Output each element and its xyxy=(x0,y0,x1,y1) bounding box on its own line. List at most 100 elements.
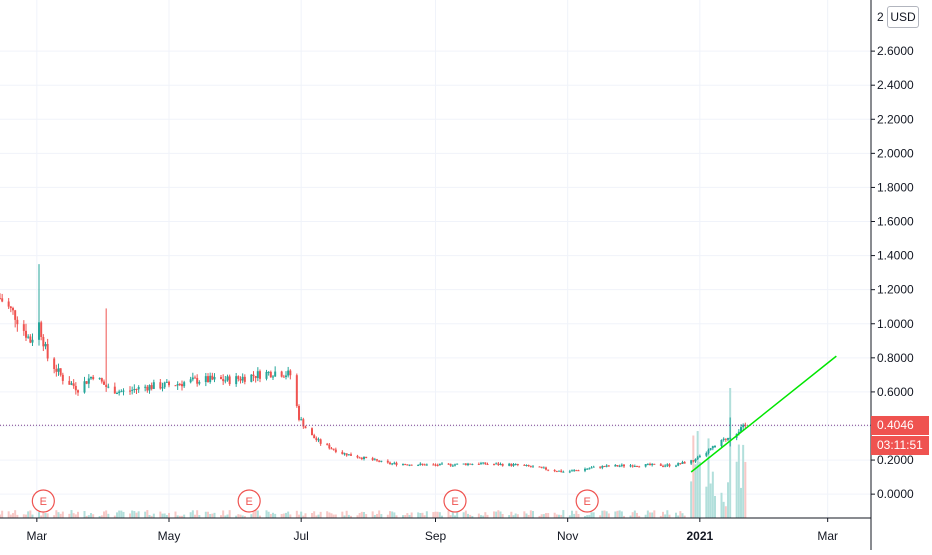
candle-body xyxy=(122,390,125,392)
volume-bar xyxy=(495,511,498,518)
candle-body xyxy=(159,382,162,389)
candle-body xyxy=(178,384,181,386)
volume-bar xyxy=(467,513,469,518)
volume-bar xyxy=(92,514,95,518)
candle-body xyxy=(120,391,123,393)
candle-body xyxy=(694,459,697,462)
volume-bar xyxy=(334,514,337,518)
y-tick-label: 0.8000 xyxy=(877,351,914,365)
volume-bar xyxy=(256,510,259,518)
volume-bar xyxy=(313,511,316,518)
candle-body xyxy=(189,379,192,383)
volume-bar xyxy=(25,514,27,518)
volume-bar xyxy=(70,510,73,518)
candle-body xyxy=(737,431,740,434)
candle-body xyxy=(131,389,134,391)
volume-bar xyxy=(558,514,560,518)
volume-bar xyxy=(87,515,90,518)
candle-body xyxy=(592,466,595,468)
volume-bar xyxy=(666,510,669,518)
volume-bar xyxy=(623,515,625,518)
volume-bar xyxy=(391,511,394,518)
volume-bar xyxy=(529,510,532,518)
candle-body xyxy=(649,463,651,466)
candle-body xyxy=(636,466,638,468)
volume-bar xyxy=(592,512,595,518)
volume-bar xyxy=(742,444,745,518)
candle-body xyxy=(378,460,381,462)
volume-bar xyxy=(189,512,192,518)
volume-bar xyxy=(456,511,459,518)
candle-body xyxy=(150,385,153,389)
candle-body xyxy=(27,336,30,338)
volume-bar xyxy=(332,514,335,518)
candle-body xyxy=(341,451,344,455)
volume-bar xyxy=(14,510,17,518)
y-tick-label: 0.0000 xyxy=(877,487,914,501)
candle-body xyxy=(547,469,550,471)
volume-bar xyxy=(31,514,34,518)
candle-body xyxy=(259,371,261,379)
volume-bar xyxy=(317,514,320,518)
volume-bar xyxy=(636,512,638,518)
candle-body xyxy=(510,463,513,466)
candle-body xyxy=(204,376,207,383)
volume-bar xyxy=(514,513,517,518)
earnings-marker-label: E xyxy=(245,496,252,508)
bar-countdown-label: 03:11:51 xyxy=(871,436,929,455)
candle-body xyxy=(620,464,623,466)
candle-body xyxy=(482,462,485,464)
candle-layer xyxy=(0,264,747,474)
candle-body xyxy=(586,468,589,470)
volume-bar xyxy=(432,512,435,518)
volume-bar xyxy=(198,515,201,518)
volume-bar xyxy=(510,511,513,518)
candle-body xyxy=(690,460,693,464)
volume-bar xyxy=(486,514,489,518)
volume-bar xyxy=(209,513,212,518)
candle-body xyxy=(516,464,519,466)
candle-body xyxy=(560,470,563,472)
volume-bar xyxy=(72,513,75,518)
candle-body xyxy=(211,375,214,380)
volume-bar xyxy=(417,512,420,518)
volume-bar xyxy=(694,464,697,518)
volume-bar xyxy=(191,510,194,518)
volume-bar xyxy=(363,512,365,518)
volume-bar xyxy=(679,511,682,518)
volume-bar xyxy=(295,510,298,518)
candle-body xyxy=(129,390,131,392)
candle-body xyxy=(148,385,151,391)
candle-body xyxy=(14,310,17,320)
candle-body xyxy=(90,376,92,379)
candle-body xyxy=(462,463,465,465)
y-tick-label: 1.2000 xyxy=(877,283,914,297)
volume-bar xyxy=(347,514,350,518)
volume-bar xyxy=(408,514,411,518)
y-tick-label-top: 2 xyxy=(877,10,884,24)
candle-body xyxy=(326,443,329,445)
candle-body xyxy=(256,371,259,379)
candle-body xyxy=(651,463,654,466)
candle-body xyxy=(434,464,437,466)
candle-body xyxy=(675,465,677,467)
candle-body xyxy=(454,464,456,466)
candle-body xyxy=(365,456,368,459)
candle-body xyxy=(653,463,656,465)
candle-body xyxy=(553,469,556,472)
volume-bar xyxy=(269,514,272,518)
candle-body xyxy=(607,465,610,467)
currency-badge[interactable]: USD xyxy=(887,6,919,28)
volume-bar xyxy=(711,471,714,518)
candle-body xyxy=(222,378,225,382)
volume-bar xyxy=(454,515,456,518)
candle-body xyxy=(183,382,186,387)
candle-body xyxy=(282,376,285,378)
volume-bar xyxy=(181,515,183,518)
candle-body xyxy=(436,464,439,466)
candle-body xyxy=(315,438,318,440)
volume-bar xyxy=(113,515,116,518)
volume-bar xyxy=(722,501,725,518)
